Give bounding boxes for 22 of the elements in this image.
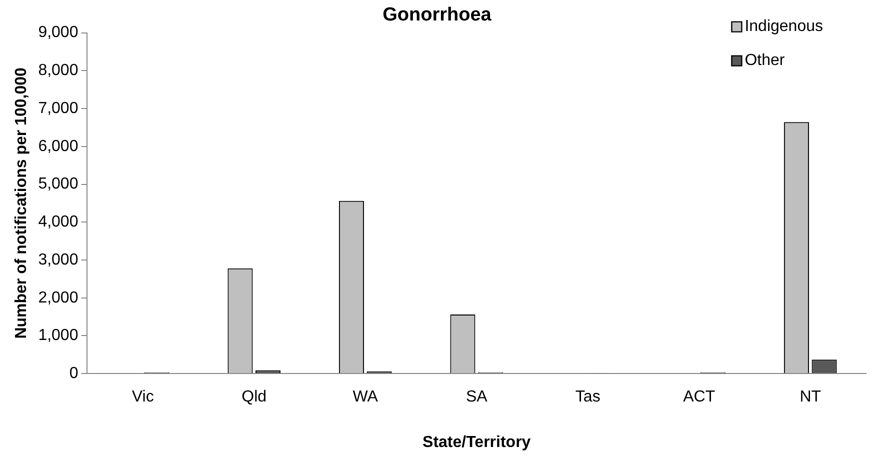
- y-tick-label: 8,000: [38, 62, 78, 80]
- chart-title: Gonorrhoea: [382, 4, 492, 26]
- y-tick-label: 5,000: [38, 176, 78, 193]
- y-tick-label: 7,000: [38, 100, 78, 117]
- y-tick-label: 6,000: [38, 138, 78, 155]
- x-tick-label: Vic: [132, 388, 154, 406]
- y-tick-label: 1,000: [38, 327, 78, 344]
- x-tick-label: WA: [352, 388, 378, 406]
- x-tick-label: Tas: [575, 388, 600, 406]
- x-tick-label: SA: [466, 388, 488, 406]
- x-tick-label: ACT: [683, 388, 716, 406]
- y-tick-label: 0: [69, 365, 78, 382]
- y-tick-label: 9,000: [38, 24, 78, 42]
- y-axis-title: Number of notifications per 100,000: [13, 68, 30, 339]
- y-tick-label: 2,000: [38, 289, 78, 306]
- y-tick-label: 4,000: [38, 214, 78, 231]
- x-tick-label: NT: [800, 388, 822, 406]
- x-axis-title: State/Territory: [422, 434, 531, 451]
- legend-label: Indigenous: [744, 18, 824, 36]
- x-tick-label: Qld: [242, 388, 267, 406]
- y-tick-label: 3,000: [38, 251, 78, 268]
- legend-label: Other: [744, 52, 786, 70]
